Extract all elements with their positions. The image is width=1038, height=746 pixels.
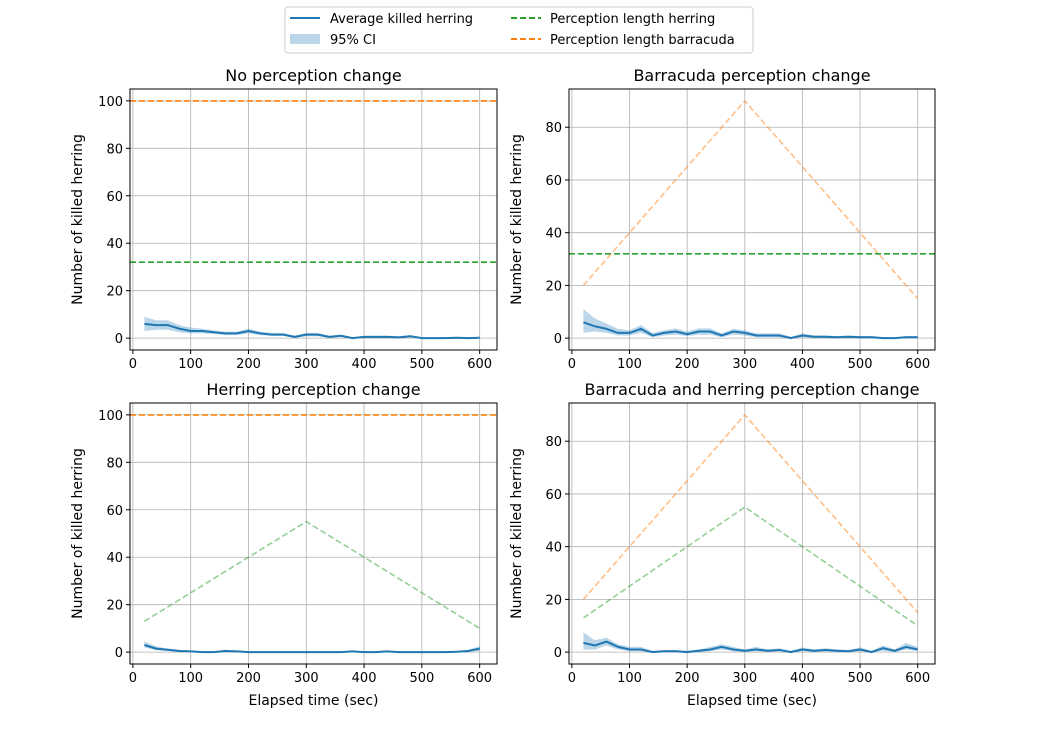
y-tick-label: 0 (554, 646, 562, 661)
x-tick-label: 300 (294, 357, 319, 372)
y-axis-label: Number of killed herring (70, 134, 86, 305)
x-tick-label: 200 (236, 671, 261, 686)
axes-frame (568, 402, 936, 665)
x-tick-label: 400 (352, 357, 377, 372)
series-average-killed-herring (144, 322, 480, 340)
y-axis-label: Number of killed herring (509, 448, 525, 619)
subplot-3: 0 100 200 300 400 500 600 0 20 40 60 80 100 Herring p… (70, 380, 498, 709)
subplot-title: Herring perception change (206, 380, 420, 399)
y-tick-label: 60 (106, 504, 123, 519)
y-tick-label: 0 (115, 646, 123, 661)
x-tick-label: 200 (675, 357, 700, 372)
x-tick-label: 100 (617, 671, 642, 686)
x-tick-label: 600 (467, 357, 492, 372)
axes-frame (568, 88, 936, 351)
y-tick-label: 40 (545, 541, 562, 556)
y-tick-label: 40 (106, 237, 123, 252)
y-tick-label: 80 (545, 121, 562, 136)
plot-area (130, 414, 497, 654)
legend: Average killed herring 95% CI Perception… (284, 6, 754, 54)
axes-frame (129, 402, 498, 665)
y-tick-label: 20 (106, 285, 123, 300)
x-tick-label: 300 (732, 357, 757, 372)
ci-band (583, 309, 918, 339)
x-tick-label: 200 (236, 357, 261, 372)
legend-label-average: Average killed herring (330, 12, 473, 27)
subplot-title: Barracuda perception change (633, 66, 870, 85)
y-tick-label: 80 (106, 456, 123, 471)
y-tick-label: 20 (545, 279, 562, 294)
x-tick-label: 100 (178, 357, 203, 372)
y-tick-label: 20 (545, 593, 562, 608)
x-tick-label: 300 (294, 671, 319, 686)
x-tick-label: 600 (905, 671, 930, 686)
legend-label-herring: Perception length herring (550, 12, 715, 27)
ci-band (583, 632, 918, 653)
x-tick-label: 500 (848, 671, 873, 686)
x-tick-label: 400 (352, 671, 377, 686)
series-perception-length-herring (143, 520, 481, 630)
x-tick-label: 0 (568, 357, 576, 372)
plot-area (582, 413, 919, 654)
subplot-2: 0 100 200 300 400 500 600 0 20 40 60 80 Barracuda pe… (509, 66, 936, 372)
y-tick-label: 80 (545, 435, 562, 450)
x-tick-label: 300 (732, 671, 757, 686)
y-tick-label: 60 (545, 488, 562, 503)
y-tick-label: 40 (545, 227, 562, 242)
axes-frame (129, 88, 498, 351)
series-average-killed-herring (583, 640, 918, 654)
x-axis-label: Elapsed time (sec) (687, 693, 817, 709)
y-axis-label: Number of killed herring (509, 134, 525, 305)
subplot-title: No perception change (225, 66, 401, 85)
x-tick-label: 500 (409, 671, 434, 686)
y-tick-label: 20 (106, 599, 123, 614)
x-tick-label: 400 (790, 357, 815, 372)
x-tick-label: 0 (129, 357, 137, 372)
x-tick-label: 200 (675, 671, 700, 686)
series-perception-length-barracuda (582, 413, 919, 614)
y-tick-label: 80 (106, 142, 123, 157)
x-tick-label: 500 (409, 357, 434, 372)
plot-area (569, 99, 935, 340)
y-tick-label: 0 (115, 332, 123, 347)
x-tick-label: 600 (905, 357, 930, 372)
plot-area (130, 100, 497, 340)
legend-swatch-ci (290, 34, 320, 44)
subplot-4: 0 100 200 300 400 500 600 0 20 40 60 80 Barracuda an… (509, 380, 936, 709)
y-tick-label: 60 (545, 174, 562, 189)
x-tick-label: 400 (790, 671, 815, 686)
subplot-title: Barracuda and herring perception change (585, 380, 920, 399)
series-average-killed-herring (144, 644, 480, 654)
x-tick-label: 100 (617, 357, 642, 372)
y-tick-label: 100 (98, 409, 123, 424)
y-tick-label: 100 (98, 95, 123, 110)
ci-band (144, 641, 480, 653)
legend-frame (284, 6, 754, 54)
x-tick-label: 0 (568, 671, 576, 686)
y-tick-label: 60 (106, 190, 123, 205)
series-perception-length-herring (582, 506, 919, 627)
subplot-1: 0 100 200 300 400 500 600 0 20 40 60 80 100 No percep… (70, 66, 498, 372)
x-tick-label: 500 (848, 357, 873, 372)
x-tick-label: 100 (178, 671, 203, 686)
x-tick-label: 600 (467, 671, 492, 686)
series-average-killed-herring (583, 321, 918, 340)
y-tick-label: 0 (554, 332, 562, 347)
x-tick-label: 0 (129, 671, 137, 686)
legend-label-barracuda: Perception length barracuda (550, 33, 735, 48)
y-tick-label: 40 (106, 551, 123, 566)
x-axis-label: Elapsed time (sec) (248, 693, 378, 709)
series-perception-length-barracuda (582, 99, 919, 300)
y-axis-label: Number of killed herring (70, 448, 86, 619)
legend-label-ci: 95% CI (330, 33, 376, 48)
